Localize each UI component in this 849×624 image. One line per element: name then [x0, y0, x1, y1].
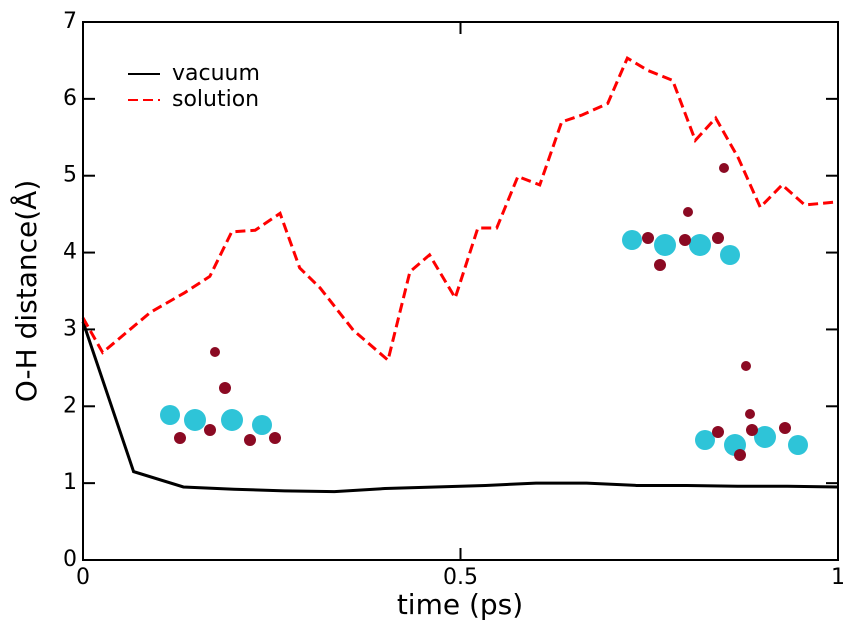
line	[83, 322, 838, 492]
y-tick-label: 7	[63, 9, 77, 34]
y-tick-label: 0	[63, 547, 77, 572]
x-axis-label: time (ps)	[397, 588, 523, 621]
chart: time (ps) O-H distance(Å) 0 1 2 3 4 5 6 7 0 0.5 1 v…	[0, 0, 849, 624]
y-tick-label: 4	[63, 240, 77, 265]
x-tick-label: 0	[76, 565, 90, 590]
y-tick-label: 5	[63, 163, 77, 188]
y-tick-label: 1	[63, 470, 77, 495]
legend-label: solution	[172, 87, 259, 112]
x-tick-label: 1	[831, 565, 845, 590]
y-tick-label: 3	[63, 316, 77, 341]
x-tick-label: 0.5	[443, 565, 478, 590]
y-tick-label: 6	[63, 86, 77, 111]
y-tick-label: 2	[63, 393, 77, 418]
molecule-icon	[160, 347, 281, 446]
y-axis-label: O-H distance(Å)	[9, 180, 43, 403]
molecule-icon	[622, 163, 740, 271]
legend-label: vacuum	[172, 61, 260, 86]
molecule-icon	[695, 361, 808, 461]
